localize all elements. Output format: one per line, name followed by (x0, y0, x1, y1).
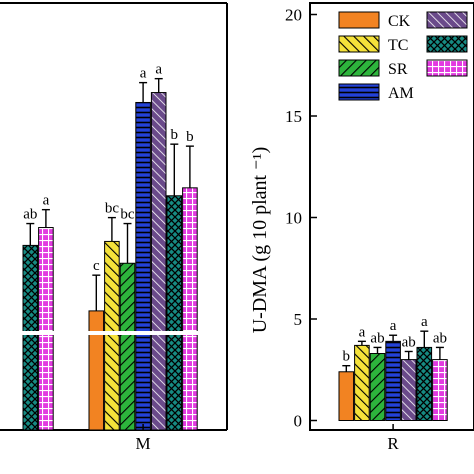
bar-series6-r (416, 346, 433, 422)
legend-label: AM (388, 85, 414, 102)
significance-letter: bc (105, 201, 120, 217)
y-tick-label: 20 (285, 6, 302, 25)
legend-swatch (426, 59, 468, 77)
bar-series6-group1 (22, 244, 39, 431)
legend: CK TC SR AM (338, 11, 468, 102)
y-axis-label: U-DMA (g 10 plant ⁻¹) (249, 147, 271, 334)
significance-letter: b (343, 349, 351, 365)
bar-am-m (135, 101, 151, 431)
legend-swatch (338, 35, 380, 53)
bar-tc-m (104, 240, 120, 431)
x-tick-label: M (136, 434, 151, 453)
y-tick-label: 5 (294, 310, 303, 329)
legend-label: CK (388, 13, 411, 30)
legend-swatch (338, 83, 380, 101)
y-tick-label: 15 (285, 107, 302, 126)
x-tick-label: R (387, 434, 399, 453)
significance-letter: ab (433, 330, 447, 346)
bar-series7-r (432, 359, 448, 422)
bar-ck-m (88, 310, 105, 431)
bar-series5-m (150, 92, 167, 431)
significance-letter: ab (402, 334, 416, 350)
significance-letter: ab (370, 330, 384, 346)
bar-sr-m (119, 262, 136, 431)
legend-swatch (426, 11, 468, 29)
significance-letter: a (140, 66, 147, 82)
bar-series6-m (166, 195, 183, 431)
significance-letter: a (359, 324, 366, 340)
significance-letter: b (171, 127, 179, 143)
bar-tc-r (354, 344, 370, 422)
bar-series7-group1 (38, 227, 54, 431)
legend-swatch (426, 35, 468, 53)
significance-letter: bc (120, 207, 135, 223)
significance-letter: a (421, 314, 428, 330)
legend-label: SR (388, 61, 408, 78)
bar-series5-r (400, 359, 417, 422)
bar-series7-m (182, 187, 198, 431)
y-tick-label: 10 (285, 209, 302, 228)
legend-swatch (338, 11, 380, 29)
bar-ck-r (338, 371, 355, 421)
significance-letter: c (93, 258, 100, 274)
significance-letter: a (43, 193, 50, 209)
significance-letter: a (155, 62, 162, 78)
significance-letter: a (390, 318, 397, 334)
bar-sr-r (369, 353, 386, 422)
right-plot-frame (309, 2, 474, 431)
legend-swatch (338, 59, 380, 77)
significance-letter: b (186, 129, 194, 145)
bar-am-r (385, 340, 401, 421)
legend-label: TC (388, 37, 408, 54)
y-tick-label: 0 (294, 412, 303, 431)
significance-letter: ab (23, 207, 37, 223)
